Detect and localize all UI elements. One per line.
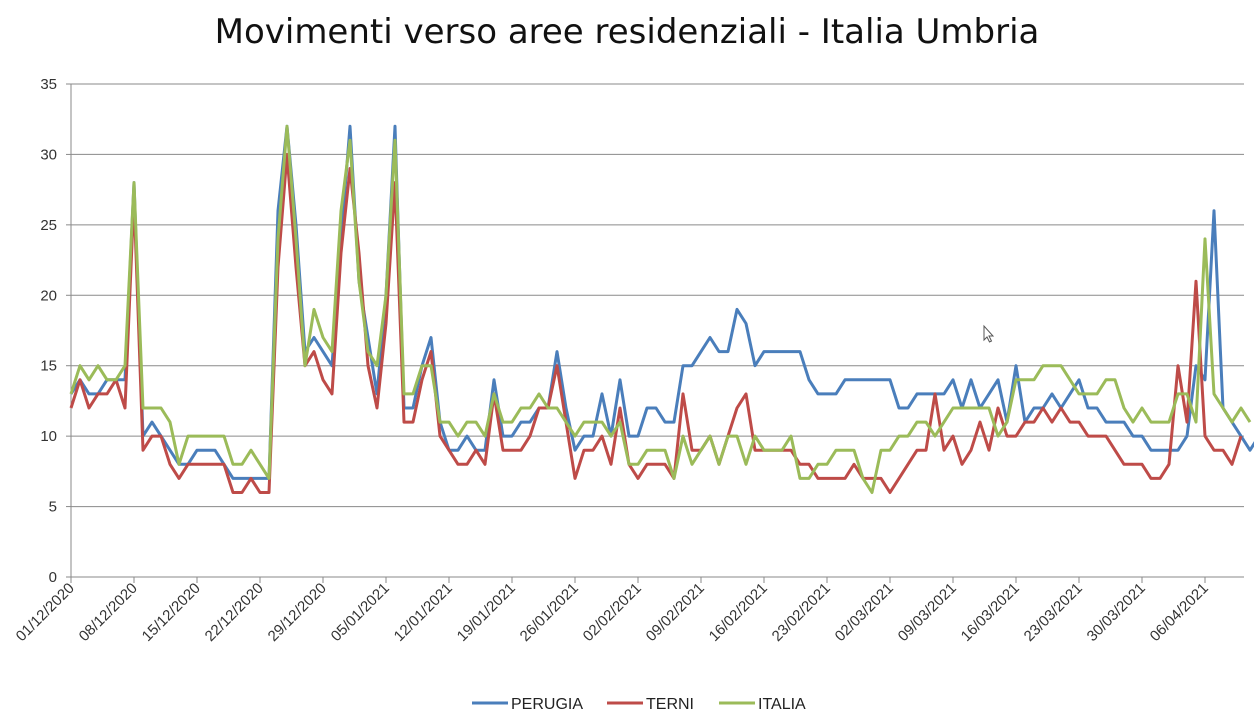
y-tick-label: 15	[40, 358, 57, 375]
axes	[70, 84, 1244, 578]
y-tick-label: 10	[40, 428, 57, 445]
x-tick-label: 29/12/2020	[265, 580, 330, 645]
y-tick-label: 25	[40, 217, 57, 234]
x-tick-label: 26/01/2021	[517, 580, 582, 645]
y-tick-label: 30	[40, 146, 57, 163]
x-tick-label: 30/03/2021	[1084, 580, 1149, 645]
x-tick-label: 09/02/2021	[643, 580, 708, 645]
chart-title: Movimenti verso aree residenziali - Ital…	[214, 12, 1040, 52]
legend-label-terni: TERNI	[646, 696, 694, 713]
x-tick-label: 05/01/2021	[328, 580, 393, 645]
x-tick-label: 19/01/2021	[454, 580, 519, 645]
x-tick-label: 12/01/2021	[391, 580, 456, 645]
y-tick-label: 0	[49, 569, 57, 586]
x-tick-label: 16/03/2021	[958, 580, 1023, 645]
x-tick-label: 09/03/2021	[895, 580, 960, 645]
x-axis-ticks: 01/12/202008/12/202015/12/202022/12/2020…	[13, 577, 1212, 645]
mouse-cursor-icon	[983, 324, 995, 343]
series-lines	[69, 124, 1254, 494]
series-line-terni	[69, 152, 1243, 494]
legend-label-italia: ITALIA	[758, 696, 806, 713]
x-tick-label: 08/12/2020	[76, 580, 141, 645]
gridlines	[71, 83, 1244, 508]
series-line-italia	[69, 124, 1252, 494]
y-tick-label: 5	[49, 499, 57, 516]
x-tick-label: 16/02/2021	[706, 580, 771, 645]
x-tick-label: 23/02/2021	[769, 580, 834, 645]
series-line-perugia	[69, 124, 1254, 480]
x-tick-label: 22/12/2020	[202, 580, 267, 645]
y-tick-label: 20	[40, 287, 57, 304]
legend: PERUGIA TERNI ITALIA	[472, 696, 806, 713]
x-tick-label: 01/12/2020	[13, 580, 78, 645]
legend-label-perugia: PERUGIA	[511, 696, 583, 713]
y-tick-label: 35	[40, 76, 57, 93]
x-tick-label: 23/03/2021	[1021, 580, 1086, 645]
x-tick-label: 06/04/2021	[1147, 580, 1212, 645]
x-tick-label: 15/12/2020	[139, 580, 204, 645]
y-axis-ticks: 0 5 10 15 20 25 30 35	[40, 76, 71, 586]
x-tick-label: 02/03/2021	[832, 580, 897, 645]
x-tick-label: 02/02/2021	[580, 580, 645, 645]
